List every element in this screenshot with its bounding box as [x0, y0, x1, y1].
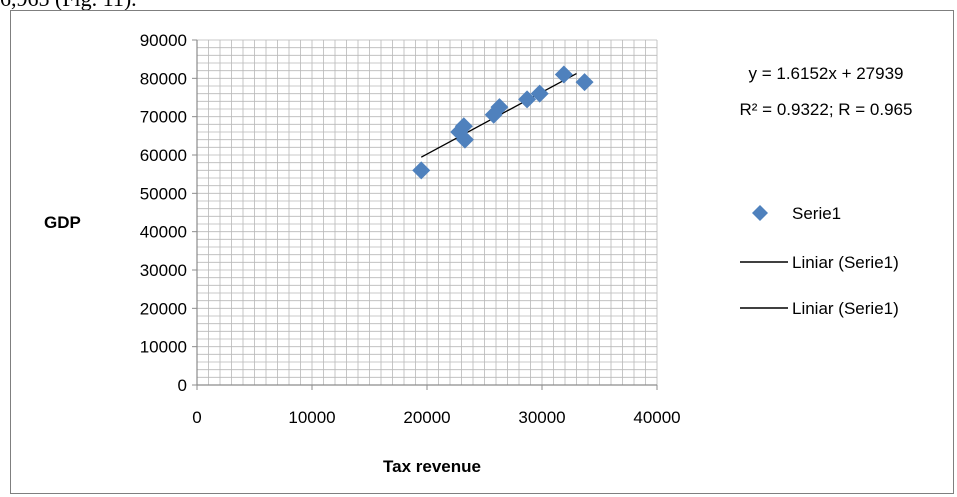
- legend-label-linear-2: Liniar (Serie1): [792, 299, 899, 318]
- data-point-diamond: [554, 65, 573, 84]
- y-tick-label: 20000: [140, 299, 187, 318]
- legend-item-linear-2: Liniar (Serie1): [740, 299, 899, 318]
- trendline-equation: y = 1.6152x + 27939: [748, 64, 903, 83]
- y-tick-label: 90000: [140, 31, 187, 50]
- tick-labels-layer: 0 10000 20000 30000 40000 50000 60000 70000 8000…: [140, 31, 681, 427]
- trendline-r-squared: R² = 0.9322; R = 0.965: [740, 100, 913, 119]
- y-tick-label: 60000: [140, 146, 187, 165]
- data-point-diamond: [490, 98, 509, 117]
- y-tick-label: 50000: [140, 184, 187, 203]
- y-tick-label: 40000: [140, 223, 187, 242]
- legend-diamond-marker: [752, 205, 768, 221]
- data-point-diamond: [412, 161, 431, 180]
- chart-frame: [10, 10, 954, 494]
- page-top-text: 6,965 (Fig. 11).: [0, 0, 137, 12]
- legend-item-serie1: Serie1: [752, 204, 841, 223]
- legend-label-serie1: Serie1: [792, 204, 841, 223]
- y-tick-label: 80000: [140, 69, 187, 88]
- x-tick-label: 40000: [633, 408, 680, 427]
- data-point-diamond: [455, 130, 474, 149]
- points-layer: [412, 65, 594, 180]
- y-tick-label: 30000: [140, 261, 187, 280]
- x-tick-label: 30000: [518, 408, 565, 427]
- x-tick-label: 0: [192, 408, 201, 427]
- data-point-diamond: [454, 117, 473, 136]
- y-tick-label: 10000: [140, 338, 187, 357]
- x-axis-title: Tax revenue: [383, 457, 481, 476]
- y-axis-title: GDP: [44, 213, 81, 232]
- x-tick-label: 10000: [288, 408, 335, 427]
- legend-label-linear-1: Liniar (Serie1): [792, 253, 899, 272]
- data-point-diamond: [518, 90, 537, 109]
- legend: Serie1 Liniar (Serie1) Liniar (Serie1): [740, 204, 899, 318]
- y-tick-label: 70000: [140, 108, 187, 127]
- data-point-diamond: [575, 73, 594, 92]
- data-point-diamond: [530, 84, 549, 103]
- grid-layer: [196, 39, 658, 386]
- legend-item-linear-1: Liniar (Serie1): [740, 253, 899, 272]
- y-tick-label: 0: [178, 376, 187, 395]
- x-tick-label: 20000: [403, 408, 450, 427]
